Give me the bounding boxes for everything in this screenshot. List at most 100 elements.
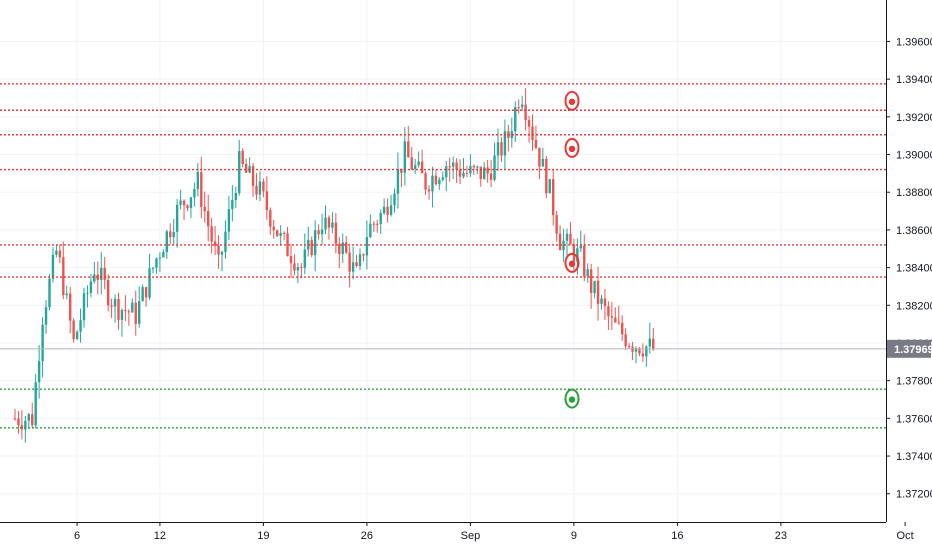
candle-body	[420, 161, 424, 174]
candle-body	[103, 267, 106, 280]
candle-body	[434, 175, 438, 185]
candle-body	[417, 161, 420, 166]
levels-layer	[0, 83, 886, 429]
candle-body	[386, 206, 389, 215]
candle-body	[69, 293, 72, 321]
candle-body	[41, 324, 44, 362]
candle-body	[569, 233, 572, 245]
candle-body	[438, 179, 441, 185]
target-icon-dot	[568, 260, 576, 268]
candle-body	[338, 243, 341, 254]
candle-body	[17, 418, 20, 426]
candle-body	[527, 119, 531, 127]
candle-body	[234, 193, 237, 200]
candle-body	[106, 279, 110, 306]
candle-body	[455, 162, 458, 170]
candle-body	[621, 322, 624, 335]
target-icon[interactable]	[564, 137, 580, 158]
candle-body	[576, 248, 579, 262]
candle-body	[79, 320, 82, 332]
candle-body	[182, 200, 186, 206]
candle-body	[596, 280, 600, 304]
candle-body	[100, 267, 103, 280]
candle-body	[355, 262, 358, 267]
candle-body	[293, 263, 296, 271]
candle-body	[44, 307, 48, 325]
candle-body	[231, 199, 234, 210]
candle-body	[269, 210, 272, 227]
candle-body	[162, 252, 165, 258]
candle-body	[31, 414, 34, 426]
candle-body	[396, 168, 400, 194]
candle-body	[303, 249, 306, 268]
target-icon[interactable]	[564, 90, 580, 111]
x-tick-label: 26	[361, 530, 373, 542]
candle-body	[58, 250, 62, 258]
candle-body	[172, 231, 175, 238]
candle-body	[272, 226, 275, 231]
candle-body	[445, 166, 448, 178]
candle-body	[207, 211, 210, 227]
candle-body	[372, 223, 375, 225]
candle-body	[382, 206, 386, 214]
candle-body	[458, 169, 462, 177]
candle-body	[51, 254, 55, 279]
x-tick-label: 6	[74, 530, 80, 542]
price-axis[interactable]	[886, 0, 932, 550]
candle-body	[224, 231, 227, 252]
candle-body	[469, 165, 472, 174]
candle-body	[486, 167, 489, 174]
candle-body	[510, 131, 513, 138]
candle-body	[538, 147, 541, 167]
candles-layer	[13, 88, 655, 443]
candle-body	[451, 162, 455, 167]
candle-body	[148, 268, 151, 298]
candle-body	[634, 348, 638, 352]
x-tick-label: 16	[671, 530, 683, 542]
target-icon-ring	[564, 388, 580, 409]
candle-body	[431, 175, 434, 192]
y-tick-label: 1.38400	[896, 263, 932, 275]
candle-body	[276, 230, 279, 236]
y-tick-label: 1.39200	[896, 112, 932, 124]
candle-body	[389, 205, 393, 215]
candle-body	[320, 229, 324, 235]
candle-body	[648, 338, 651, 347]
markers-layer	[564, 90, 580, 409]
target-icon[interactable]	[564, 388, 580, 409]
candle-body	[286, 233, 289, 257]
candle-body	[448, 166, 451, 168]
candle-body	[652, 338, 655, 349]
candle-body	[462, 172, 465, 177]
candle-body	[465, 172, 469, 174]
candle-body	[489, 173, 493, 180]
candle-body	[379, 213, 382, 224]
candle-body	[555, 215, 558, 234]
candle-body	[407, 141, 410, 158]
candle-body	[341, 242, 344, 254]
candle-body	[362, 254, 365, 256]
time-axis[interactable]	[0, 522, 886, 550]
candle-body	[265, 191, 269, 211]
candle-body	[227, 209, 231, 232]
candle-body	[289, 256, 293, 264]
candle-body	[548, 179, 551, 194]
candle-body	[638, 348, 641, 354]
candle-body	[400, 168, 403, 173]
candle-body	[586, 269, 589, 277]
y-tick-label: 1.37200	[896, 489, 932, 501]
candle-body	[393, 193, 396, 206]
candle-body	[158, 257, 162, 259]
target-icon-ring	[564, 90, 580, 111]
candle-body	[244, 163, 248, 173]
candle-body	[165, 231, 168, 253]
target-icon[interactable]	[564, 252, 580, 273]
candle-body	[251, 165, 255, 186]
candle-body	[520, 104, 524, 108]
y-tick-label: 1.38600	[896, 225, 932, 237]
candle-body	[572, 244, 576, 262]
candle-body	[500, 142, 503, 156]
candle-body	[641, 353, 645, 357]
